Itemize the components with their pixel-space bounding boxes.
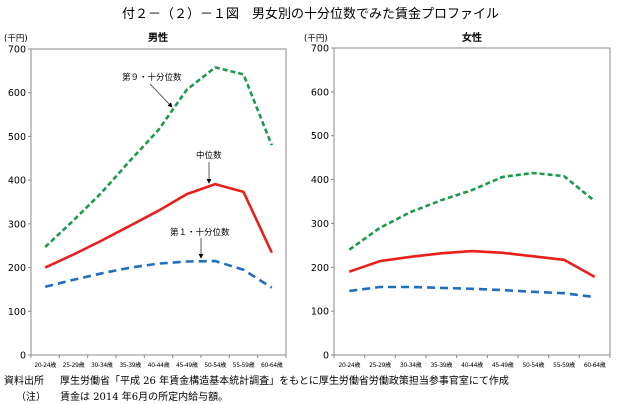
note-label: （注）	[16, 392, 46, 403]
female-y-tick-label: 500	[311, 131, 329, 142]
female-y-tick-label: 600	[311, 87, 329, 98]
female-plot-frame	[333, 47, 611, 356]
male-annotation-label: 第１・十分位数	[170, 227, 230, 238]
male-line-median	[44, 182, 273, 269]
male-x-tick-label: 60-64歳	[261, 361, 283, 369]
male-plot-frame	[30, 48, 287, 356]
female-x-tick-label: 50-54歳	[523, 361, 545, 369]
male-annotation-label: 第９・十分位数	[122, 72, 182, 83]
note-text: 賃金は 2014 年6月の所定内給与額。	[60, 392, 229, 403]
male-x-tick-label: 50-54歳	[204, 361, 226, 369]
male-y-tick-label: 300	[8, 219, 26, 230]
male-y-tick-label: 500	[8, 132, 26, 143]
male-x-tick-label: 55-59歳	[233, 361, 255, 369]
male-annotation-arrow	[149, 83, 173, 108]
female-x-tick-label: 30-34歳	[400, 361, 422, 369]
female-x-tick-label: 20-24歳	[339, 361, 361, 369]
male-y-tick-label: 100	[8, 307, 26, 318]
female-x-tick-label: 35-39歳	[431, 361, 453, 369]
male-line-decile1	[44, 259, 273, 289]
female-line-decile1	[349, 285, 595, 299]
male-y-tick-label: 700	[8, 45, 26, 56]
female-line-median	[348, 249, 596, 279]
female-y-tick-label: 200	[311, 263, 329, 274]
male-annotation-label: 中位数	[196, 150, 222, 161]
male-x-tick-label: 20-24歳	[34, 361, 56, 369]
male-y-tick-label: 400	[8, 176, 26, 187]
male-y-axis-unit: (千円)	[4, 33, 28, 44]
female-y-tick-label: 300	[311, 219, 329, 230]
female-x-tick-label: 25-29歳	[369, 361, 391, 369]
figure-title: 付２－（２）－１図 男女別の十分位数でみた賃金プロファイル	[121, 7, 499, 22]
male-x-tick-label: 35-39歳	[119, 361, 141, 369]
female-y-tick-label: 0	[323, 351, 329, 362]
female-x-tick-label: 55-59歳	[553, 361, 575, 369]
female-y-axis-unit: (千円)	[304, 33, 328, 44]
male-chart-title: 男性	[148, 31, 168, 44]
female-x-tick-label: 45-49歳	[492, 361, 514, 369]
female-x-tick-label: 40-44歳	[461, 361, 483, 369]
male-x-tick-label: 30-34歳	[91, 361, 113, 369]
female-y-tick-label: 400	[311, 175, 329, 186]
male-y-tick-label: 600	[8, 88, 26, 99]
male-y-tick-label: 0	[20, 351, 26, 362]
source-text: 厚生労働省「平成 26 年賃金構造基本統計調査」をもとに厚生労働省労働政策担当参…	[60, 376, 509, 387]
male-x-tick-label: 40-44歳	[148, 361, 170, 369]
female-x-tick-label: 60-64歳	[584, 361, 606, 369]
female-line-decile9	[348, 171, 596, 251]
male-line-decile9	[44, 66, 274, 248]
female-chart-title: 女性	[462, 31, 482, 44]
male-x-tick-label: 25-29歳	[63, 361, 85, 369]
male-x-tick-label: 45-49歳	[176, 361, 198, 369]
male-y-tick-label: 200	[8, 263, 26, 274]
female-y-tick-label: 100	[311, 307, 329, 318]
source-label: 資料出所	[4, 376, 44, 387]
female-y-tick-label: 700	[311, 44, 329, 55]
